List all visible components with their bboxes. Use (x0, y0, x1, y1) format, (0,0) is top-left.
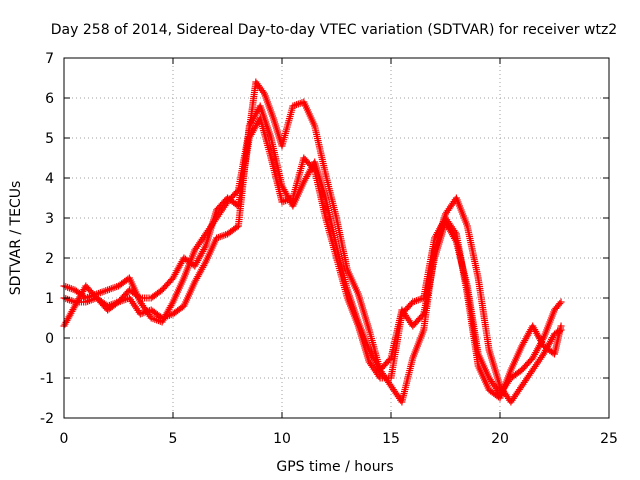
x-tick-label: 0 (60, 431, 69, 447)
data-point (135, 293, 143, 301)
data-point (386, 356, 394, 363)
x-tick-label: 10 (273, 431, 291, 447)
x-tick-label: 15 (382, 431, 400, 447)
axis-ticks (63, 57, 610, 419)
y-tick-label: 6 (45, 91, 54, 107)
data-point (309, 165, 317, 172)
x-axis-label: GPS time / hours (276, 459, 393, 475)
y-tick-label: 3 (45, 211, 54, 227)
series-track-3 (60, 114, 565, 402)
data-point (259, 88, 267, 96)
data-point (557, 298, 565, 306)
y-axis-label: SDTVAR / TECUs (8, 181, 24, 296)
y-tick-label: 0 (45, 331, 54, 347)
y-tick-label: 4 (45, 171, 54, 187)
chart-title: Day 258 of 2014, Sidereal Day-to-day VTE… (51, 22, 617, 38)
tick-labels: 0 5 10 15 20 25 -2 -1 0 1 2 3 4 5 6 7 (40, 51, 618, 447)
data-point (418, 312, 426, 319)
data-point (557, 322, 565, 330)
y-tick-label: -1 (40, 371, 54, 387)
y-tick-label: 5 (45, 131, 54, 147)
x-tick-label: 5 (169, 431, 178, 447)
y-tick-label: 7 (45, 51, 54, 67)
y-tick-label: 2 (45, 251, 54, 267)
data-point (556, 300, 564, 308)
data-points (60, 78, 565, 406)
y-tick-label: -2 (40, 411, 54, 427)
plot-frame (63, 57, 610, 419)
x-tick-label: 25 (600, 431, 618, 447)
y-tick-label: 1 (45, 291, 54, 307)
x-tick-label: 20 (491, 431, 509, 447)
